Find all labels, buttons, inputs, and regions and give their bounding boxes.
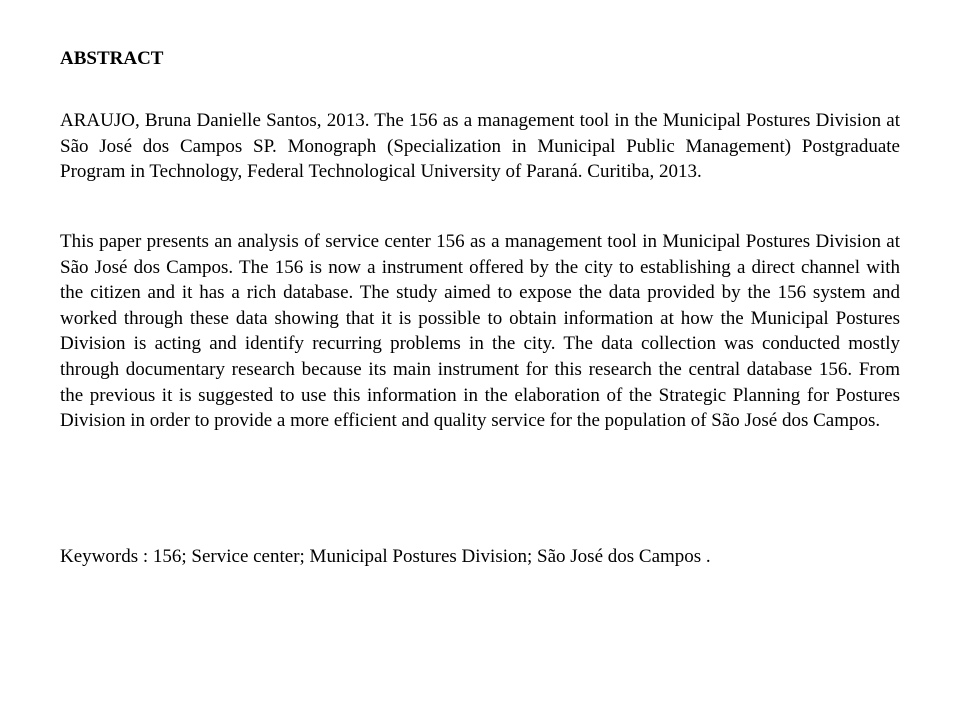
citation-paragraph: ARAUJO, Bruna Danielle Santos, 2013. The…: [60, 108, 900, 185]
abstract-title: ABSTRACT: [60, 48, 900, 70]
keywords-line: Keywords : 156; Service center; Municipa…: [60, 544, 900, 570]
abstract-body: This paper presents an analysis of servi…: [60, 229, 900, 434]
